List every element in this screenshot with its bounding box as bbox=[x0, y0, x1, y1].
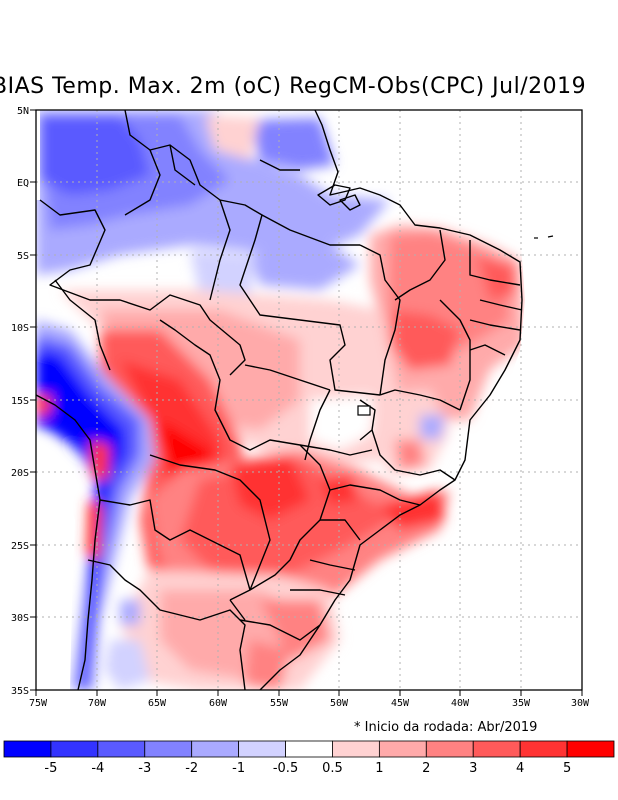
colorbar-swatch bbox=[566, 740, 615, 758]
bias-field bbox=[36, 110, 582, 690]
lat-label: 5N bbox=[17, 106, 29, 117]
lat-label: 20S bbox=[11, 468, 29, 479]
colorbar-swatch bbox=[519, 740, 568, 758]
map-title-text: BIAS Temp. Max. 2m (oC) RegCM-Obs(CPC) J… bbox=[0, 74, 587, 99]
lat-label: EQ bbox=[17, 178, 29, 189]
colorbar-label: 4 bbox=[516, 761, 524, 776]
lat-label: 25S bbox=[11, 541, 29, 552]
colorbar-label: -1 bbox=[232, 761, 245, 776]
map-title: BIAS Temp. Max. 2m (oC) RegCM-Obs(CPC) J… bbox=[0, 74, 618, 99]
colorbar-label: -3 bbox=[138, 761, 151, 776]
colorbar-label: 5 bbox=[563, 761, 571, 776]
lon-label: 30W bbox=[571, 698, 590, 709]
colorbar-label: 1 bbox=[375, 761, 383, 776]
run-start-note: * Inicio da rodada: Abr/2019 bbox=[354, 720, 538, 735]
colorbar-swatch bbox=[285, 740, 333, 758]
lat-label: 15S bbox=[11, 396, 29, 407]
colorbar-swatch bbox=[3, 740, 52, 758]
lon-label: 50W bbox=[330, 698, 349, 709]
axis-ticks bbox=[30, 109, 583, 696]
graticule bbox=[36, 110, 582, 690]
colorbar-label: 2 bbox=[422, 761, 430, 776]
lat-label: 5S bbox=[17, 251, 29, 262]
lon-label: 70W bbox=[88, 698, 107, 709]
lon-label: 35W bbox=[512, 698, 531, 709]
colorbar-swatch bbox=[97, 740, 146, 758]
lat-label: 30S bbox=[11, 613, 29, 624]
lon-label: 45W bbox=[391, 698, 410, 709]
colorbar-swatch bbox=[425, 740, 474, 758]
lon-label: 40W bbox=[451, 698, 470, 709]
colorbar-label: 3 bbox=[469, 761, 477, 776]
colorbar-swatch bbox=[332, 740, 380, 758]
colorbar-swatch bbox=[238, 740, 286, 758]
colorbar-label: -0.5 bbox=[273, 761, 298, 776]
colorbar-label: -4 bbox=[91, 761, 104, 776]
lat-labels: 5N EQ 5S 10S 15S 20S 25S 30S 35S bbox=[11, 106, 29, 697]
colorbar-swatch bbox=[472, 740, 521, 758]
colorbar-label: -5 bbox=[44, 761, 57, 776]
lon-labels: 75W 70W 65W 60W 55W 50W 45W 40W 35W 30W bbox=[29, 698, 590, 709]
lat-label: 10S bbox=[11, 323, 29, 334]
colorbar-swatch bbox=[144, 740, 193, 758]
lon-label: 65W bbox=[148, 698, 167, 709]
lon-label: 75W bbox=[29, 698, 48, 709]
colorbar-swatch bbox=[378, 740, 427, 758]
colorbar-swatch bbox=[50, 740, 99, 758]
colorbar-labels: -5 -4 -3 -2 -1 -0.5 0.5 1 2 3 4 5 bbox=[44, 761, 571, 776]
country-boundaries bbox=[35, 109, 523, 691]
colorbar bbox=[3, 740, 615, 758]
lat-label: 35S bbox=[11, 686, 29, 697]
colorbar-label: 0.5 bbox=[322, 761, 343, 776]
lon-label: 55W bbox=[270, 698, 289, 709]
colorbar-label: -2 bbox=[185, 761, 198, 776]
colorbar-swatch bbox=[191, 740, 240, 758]
lon-label: 60W bbox=[209, 698, 228, 709]
